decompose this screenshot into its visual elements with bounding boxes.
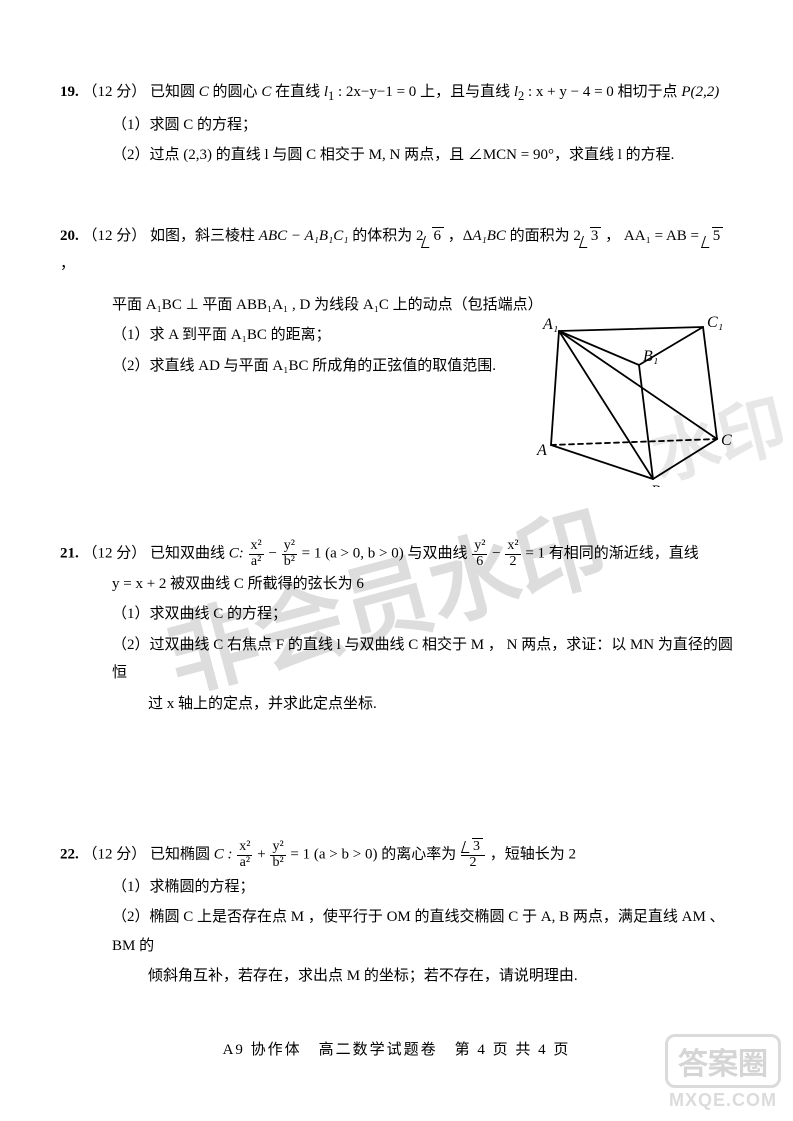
- fig-label-A1: A₁: [542, 316, 558, 333]
- page-content: 19. （12 分） 已知圆 C 的圆心 C 在直线 l1 : 2x−y−1 =…: [0, 0, 793, 991]
- q20-sub2: （2）求直线 AD 与平面 A₁BC 所成角的正弦值的取值范围.: [112, 352, 523, 381]
- q22-text-2: 的离心率为: [381, 847, 460, 863]
- q20-len-rad: 5: [712, 227, 724, 244]
- q20-area: 2: [573, 228, 581, 244]
- q22-sub2a: （2）椭圆 C 上是否存在点 M ，使平行于 OM 的直线交椭圆 C 于 A, …: [112, 903, 733, 960]
- q21-text-1: 已知双曲线: [150, 546, 229, 562]
- q22-C: C :: [214, 847, 237, 863]
- q19-text-5: 相切于点: [618, 84, 682, 100]
- q22-f1d: a²: [237, 856, 252, 871]
- q20-figure: A₁ C₁ B₁ A B C: [533, 307, 733, 487]
- q21-f2d: b²: [282, 555, 297, 570]
- q19-text-4: 上，且与直线: [420, 84, 514, 100]
- q21-C: C:: [229, 546, 248, 562]
- badge-bottom: MXQE.COM: [665, 1090, 781, 1111]
- question-22: 22. （12 分） 已知椭圆 C : x²a² + y²b² = 1 (a >…: [60, 840, 733, 990]
- fig-label-B1: B₁: [643, 348, 658, 365]
- q20-text-3: ，Δ: [448, 228, 473, 244]
- q21-g2n: x²: [505, 539, 520, 555]
- q20-prism: ABC − A₁B₁C₁: [259, 228, 349, 244]
- q21-number: 21.: [60, 546, 79, 562]
- q22-f1n: x²: [237, 840, 252, 856]
- q21-f1n: x²: [249, 539, 264, 555]
- q21-eq1: = 1 (a > 0, b > 0): [302, 546, 404, 562]
- q22-ecc-rad: 3: [472, 838, 483, 854]
- badge-top: 答案圈: [665, 1034, 781, 1088]
- q19-sub2: （2）过点 (2,3) 的直线 l 与圆 C 相交于 M, N 两点，且 ∠MC…: [112, 141, 733, 170]
- q22-sub1: （1）求椭圆的方程；: [112, 873, 733, 902]
- question-19: 19. （12 分） 已知圆 C 的圆心 C 在直线 l1 : 2x−y−1 =…: [60, 78, 733, 170]
- q19-text-2: 的圆心: [213, 84, 262, 100]
- q20-tri: A₁BC: [472, 228, 506, 244]
- q20-text-5: ， AA₁ = AB =: [605, 228, 703, 244]
- q21-points: （12 分）: [83, 546, 147, 562]
- q22-eq: = 1 (a > b > 0): [290, 847, 377, 863]
- q20-vol-rad: 6: [432, 227, 444, 244]
- q21-text-2: 与双曲线: [407, 546, 471, 562]
- question-21: 21. （12 分） 已知双曲线 C: x²a² − y²b² = 1 (a >…: [60, 539, 733, 718]
- q20-text-1: 如图，斜三棱柱: [150, 228, 259, 244]
- q19-points: （12 分）: [83, 84, 147, 100]
- q21-g2d: 2: [505, 555, 520, 570]
- q22-sub2b: 倾斜角互补，若存在，求出点 M 的坐标；若不存在，请说明理由.: [112, 962, 733, 991]
- fig-label-C: C: [721, 432, 732, 449]
- q20-area-rad: 3: [590, 227, 602, 244]
- question-20: 20. （12 分） 如图，斜三棱柱 ABC − A₁B₁C₁ 的体积为 26 …: [60, 222, 733, 488]
- q22-text-3: ，短轴长为 2: [490, 847, 576, 863]
- bottom-badge: 答案圈 MXQE.COM: [665, 1034, 781, 1111]
- q19-point: P(2,2): [681, 84, 719, 100]
- q20-points: （12 分）: [83, 228, 147, 244]
- q19-text-1: 已知圆: [150, 84, 199, 100]
- q21-sub2a: （2）过双曲线 C 右焦点 F 的直线 l 与双曲线 C 相交于 M ， N 两…: [112, 631, 733, 688]
- q22-f2n: y²: [270, 840, 285, 856]
- q20-text-4: 的面积为: [510, 228, 574, 244]
- q22-ecc-den: 2: [461, 856, 485, 871]
- q20-text-6: ，: [60, 256, 75, 272]
- q21-text-3: 有相同的渐近线，直线: [549, 546, 699, 562]
- q20-text-2: 的体积为: [352, 228, 416, 244]
- q21-g1d: 6: [472, 555, 487, 570]
- q22-points: （12 分）: [83, 847, 147, 863]
- q21-g1n: y²: [472, 539, 487, 555]
- q21-f2n: y²: [282, 539, 297, 555]
- q19-line1: : 2x−y−1 = 0: [334, 84, 416, 100]
- q21-sub1: （1）求双曲线 C 的方程；: [112, 600, 733, 629]
- q19-text-3: 在直线: [275, 84, 324, 100]
- q21-f1d: a²: [249, 555, 264, 570]
- fig-label-B: B: [651, 483, 660, 487]
- q21-sub2b: 过 x 轴上的定点，并求此定点坐标.: [112, 690, 733, 719]
- q19-line2: : x + y − 4 = 0: [524, 84, 614, 100]
- q19-sub1: （1）求圆 C 的方程；: [112, 111, 733, 140]
- q22-text-1: 已知椭圆: [150, 847, 214, 863]
- q22-number: 22.: [60, 847, 79, 863]
- q19-number: 19.: [60, 84, 79, 100]
- fig-label-C1: C₁: [707, 314, 723, 331]
- q20-number: 20.: [60, 228, 79, 244]
- q22-f2d: b²: [270, 856, 285, 871]
- fig-label-A: A: [536, 442, 547, 459]
- q20-sub1: （1）求 A 到平面 A₁BC 的距离；: [112, 321, 523, 350]
- q21-line2: y = x + 2 被双曲线 C 所截得的弦长为 6: [60, 570, 733, 599]
- q21-eq2: = 1: [525, 546, 545, 562]
